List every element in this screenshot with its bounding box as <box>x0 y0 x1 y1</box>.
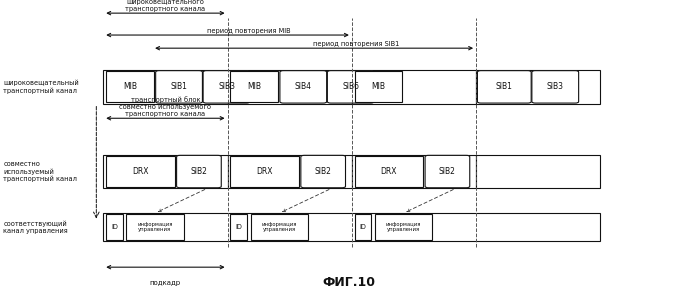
Bar <box>103 70 228 104</box>
Text: ID: ID <box>111 224 118 230</box>
Bar <box>355 156 423 187</box>
FancyBboxPatch shape <box>156 71 202 103</box>
Text: информация
управления: информация управления <box>386 222 421 232</box>
Text: период повторения MIB: период повторения MIB <box>207 27 290 34</box>
Text: MIB: MIB <box>123 82 137 91</box>
Text: DRX: DRX <box>256 167 273 176</box>
Bar <box>230 214 247 240</box>
Text: подкадр: подкадр <box>150 280 181 286</box>
Bar <box>230 156 299 187</box>
Bar <box>230 71 278 102</box>
FancyBboxPatch shape <box>532 71 579 103</box>
Bar <box>476 155 600 188</box>
Bar <box>228 155 352 188</box>
Text: информация
управления: информация управления <box>262 222 297 232</box>
FancyBboxPatch shape <box>203 71 250 103</box>
Bar <box>103 155 228 188</box>
Text: SIB3: SIB3 <box>547 82 564 91</box>
Text: ID: ID <box>235 224 242 230</box>
FancyBboxPatch shape <box>280 71 327 103</box>
FancyBboxPatch shape <box>327 71 374 103</box>
Bar <box>106 71 154 102</box>
Bar <box>228 70 352 104</box>
Bar <box>126 214 184 240</box>
Bar <box>355 71 402 102</box>
Text: совместно
используемый
транспортный канал: совместно используемый транспортный кана… <box>3 161 77 182</box>
Text: MIB: MIB <box>247 82 261 91</box>
FancyBboxPatch shape <box>177 155 221 188</box>
Bar <box>103 213 600 241</box>
Text: SIB3: SIB3 <box>218 82 235 91</box>
FancyBboxPatch shape <box>425 155 470 188</box>
Text: соответствующий
канал управления: соответствующий канал управления <box>3 220 68 234</box>
Text: SIB1: SIB1 <box>170 82 188 91</box>
Text: широковещательный
транспортный канал: широковещательный транспортный канал <box>3 80 80 94</box>
FancyBboxPatch shape <box>477 71 531 103</box>
Bar <box>375 214 432 240</box>
Bar <box>355 214 371 240</box>
Bar <box>106 214 123 240</box>
Bar <box>476 70 600 104</box>
Text: MIB: MIB <box>371 82 385 91</box>
Bar <box>352 155 476 188</box>
Text: ID: ID <box>359 224 366 230</box>
Text: SIB2: SIB2 <box>191 167 207 176</box>
Bar <box>106 156 174 187</box>
Text: транспортный блок
широковещательного
транспортного канала: транспортный блок широковещательного тра… <box>126 0 205 12</box>
Text: DRX: DRX <box>132 167 149 176</box>
Text: ФИГ.10: ФИГ.10 <box>322 276 376 289</box>
Bar <box>251 214 308 240</box>
Bar <box>352 70 476 104</box>
Text: транспортный блок
совместно используемого
транспортного канала: транспортный блок совместно используемог… <box>119 96 211 117</box>
FancyBboxPatch shape <box>301 155 346 188</box>
Text: период повторения SIB1: период повторения SIB1 <box>313 41 399 47</box>
Text: SIB6: SIB6 <box>342 82 359 91</box>
Text: информация
управления: информация управления <box>138 222 172 232</box>
Text: SIB2: SIB2 <box>315 167 332 176</box>
Text: SIB4: SIB4 <box>295 82 312 91</box>
Text: DRX: DRX <box>380 167 397 176</box>
Text: SIB1: SIB1 <box>496 82 513 91</box>
Text: SIB2: SIB2 <box>439 167 456 176</box>
